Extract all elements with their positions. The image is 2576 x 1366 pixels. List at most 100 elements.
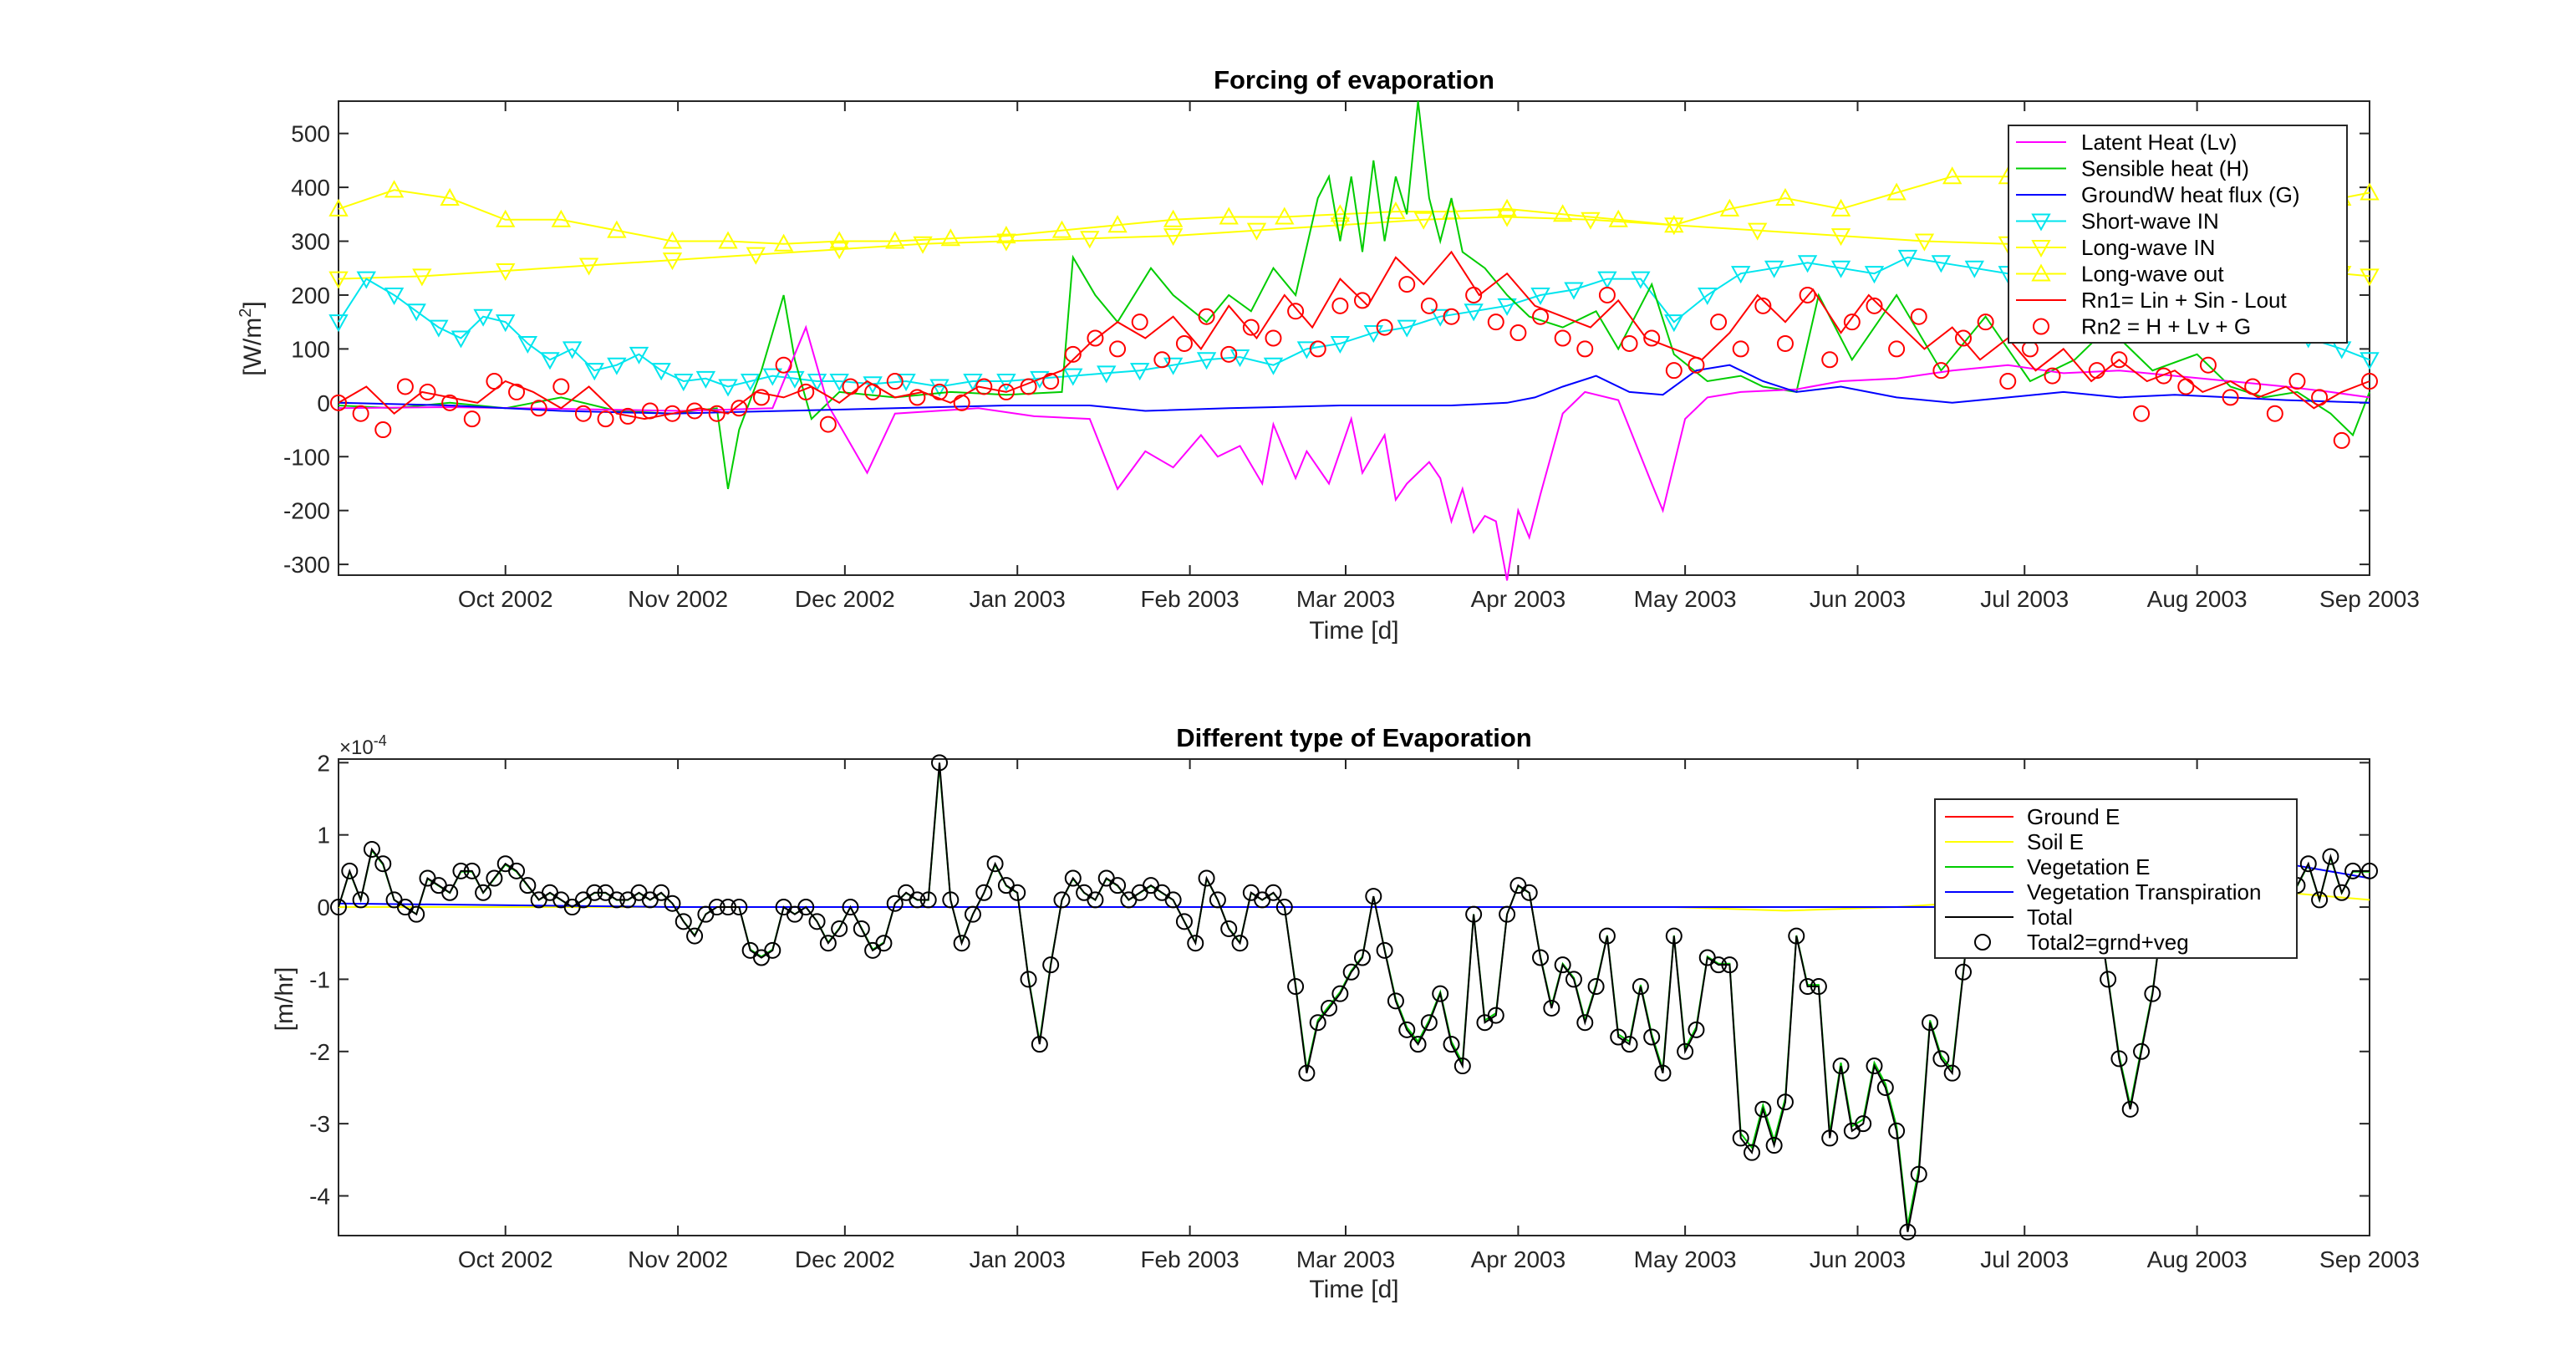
series-1 bbox=[338, 100, 2370, 490]
data-point bbox=[1665, 927, 1683, 945]
data-point bbox=[1552, 204, 1573, 222]
data-point bbox=[720, 899, 737, 916]
data-point bbox=[1196, 352, 1217, 370]
series-line bbox=[338, 100, 2370, 490]
series-line bbox=[338, 324, 2370, 581]
data-point bbox=[2121, 1100, 2139, 1118]
data-point bbox=[1732, 340, 1749, 358]
data-point bbox=[1710, 956, 1728, 974]
data-point bbox=[1443, 308, 1460, 325]
data-point bbox=[1665, 362, 1683, 380]
chart-title-evaporation: Different type of Evaporation bbox=[1176, 723, 1531, 752]
data-point bbox=[384, 287, 405, 306]
data-point bbox=[1465, 286, 1483, 303]
data-point bbox=[374, 421, 392, 439]
data-point bbox=[842, 899, 859, 916]
data-point bbox=[975, 378, 993, 395]
data-point bbox=[2322, 848, 2339, 865]
data-point bbox=[619, 407, 637, 425]
data-point bbox=[1109, 877, 1127, 895]
data-point bbox=[1064, 345, 1082, 363]
data-point bbox=[2177, 378, 2195, 395]
data-point bbox=[1097, 365, 1117, 384]
data-point bbox=[328, 314, 349, 333]
data-point bbox=[1275, 899, 1293, 916]
data-point bbox=[1353, 292, 1371, 309]
data-point bbox=[1532, 949, 1550, 966]
y-tick-label: 100 bbox=[291, 336, 330, 362]
data-point bbox=[552, 378, 570, 395]
data-point bbox=[1631, 271, 1651, 289]
data-point bbox=[1330, 217, 1351, 236]
data-point bbox=[1331, 985, 1349, 1002]
data-point bbox=[1386, 201, 1406, 220]
data-point bbox=[475, 884, 492, 901]
data-point bbox=[1621, 1036, 1638, 1053]
data-point bbox=[1087, 891, 1104, 909]
data-point bbox=[2100, 971, 2117, 988]
data-point bbox=[412, 268, 432, 287]
data-point bbox=[1576, 1014, 1594, 1032]
data-point bbox=[2144, 985, 2161, 1002]
data-point bbox=[1309, 1014, 1326, 1032]
data-point bbox=[496, 314, 516, 333]
legend-label: Long-wave IN bbox=[2081, 235, 2215, 260]
data-point bbox=[1263, 357, 1284, 375]
data-point bbox=[2360, 352, 2380, 370]
data-point bbox=[863, 376, 883, 395]
data-point bbox=[819, 415, 837, 433]
data-point bbox=[708, 899, 725, 916]
data-point bbox=[1497, 298, 1517, 316]
data-point bbox=[853, 920, 870, 937]
data-point bbox=[1443, 1036, 1460, 1053]
data-point bbox=[913, 236, 933, 254]
data-point bbox=[1999, 373, 2017, 390]
data-point bbox=[885, 231, 905, 249]
data-point bbox=[773, 233, 794, 252]
x-tick-label: Jun 2003 bbox=[1810, 1246, 1906, 1272]
legend-entry: Vegetation Transpiration bbox=[1945, 879, 2261, 905]
data-point bbox=[2133, 405, 2151, 422]
data-point bbox=[686, 927, 704, 945]
data-point bbox=[1020, 378, 1037, 395]
series-6 bbox=[338, 250, 2370, 421]
data-point bbox=[540, 352, 560, 370]
legend-label: Total bbox=[2027, 905, 2073, 930]
data-point bbox=[440, 187, 460, 206]
data-point bbox=[496, 209, 516, 227]
data-point bbox=[2222, 389, 2239, 406]
data-point bbox=[1131, 313, 1148, 331]
y-tick-label: 0 bbox=[317, 390, 330, 416]
data-point bbox=[1220, 345, 1238, 363]
data-point bbox=[708, 405, 725, 422]
data-point bbox=[1866, 1058, 1883, 1075]
x-tick-label: May 2003 bbox=[1634, 586, 1737, 612]
data-point bbox=[1376, 319, 1393, 336]
y-tick-label: -1 bbox=[309, 966, 330, 992]
legend-label: Vegetation E bbox=[2027, 854, 2150, 879]
x-axis-evaporation: Oct 2002 Nov 2002 Dec 2002 Jan 2003 Feb 2003… bbox=[458, 759, 2420, 1272]
data-point bbox=[1107, 215, 1128, 233]
data-point bbox=[864, 383, 882, 400]
data-point bbox=[1799, 978, 1816, 996]
data-point bbox=[1331, 297, 1349, 314]
data-point bbox=[797, 383, 815, 400]
data-point bbox=[328, 198, 349, 217]
x-tick-label: Aug 2003 bbox=[2147, 586, 2248, 612]
data-point bbox=[384, 180, 405, 198]
x-tick-label: Feb 2003 bbox=[1140, 586, 1239, 612]
data-point bbox=[808, 913, 826, 930]
data-point bbox=[1487, 313, 1504, 331]
data-point bbox=[2110, 351, 2128, 369]
data-point bbox=[1163, 228, 1184, 247]
y-tick-label: 0 bbox=[317, 895, 330, 920]
data-point bbox=[441, 884, 459, 901]
data-point bbox=[519, 877, 537, 895]
data-point bbox=[1398, 276, 1416, 293]
data-point bbox=[1080, 231, 1100, 249]
data-point bbox=[1830, 260, 1851, 278]
data-point bbox=[1530, 287, 1550, 306]
x-tick-label: Sep 2003 bbox=[2319, 586, 2420, 612]
legend-forcing: Latent Heat (Lv)Sensible heat (H)GroundW… bbox=[2008, 125, 2348, 344]
